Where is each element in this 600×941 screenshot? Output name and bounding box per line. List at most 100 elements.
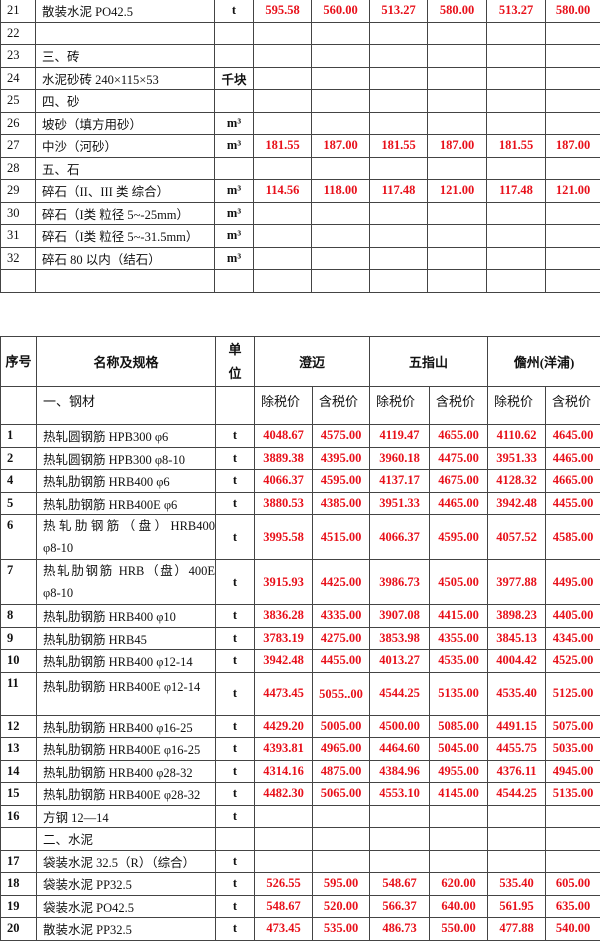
price-tax-included: 5075.00	[546, 715, 600, 738]
price-pre-tax	[254, 67, 312, 90]
row-number: 32	[1, 247, 36, 270]
item-name: 热轧肋钢筋 HRB400E φ6	[37, 492, 216, 515]
price-pre-tax	[254, 225, 312, 248]
unit: t	[216, 650, 255, 673]
unit: t	[216, 918, 255, 941]
price-pre-tax: 4482.30	[255, 783, 313, 806]
item-name: 热轧肋钢筋 HRB400 φ28-32	[37, 760, 216, 783]
price-pre-tax: 4128.32	[488, 470, 546, 493]
row-number: 27	[1, 135, 36, 158]
unit: t	[216, 895, 255, 918]
price-pre-tax: 3880.53	[255, 492, 313, 515]
unit	[215, 90, 254, 113]
price-tax-included	[428, 202, 487, 225]
price-tax-included	[546, 202, 600, 225]
price-pre-tax: 4048.67	[255, 425, 313, 448]
price-pre-tax	[487, 202, 546, 225]
price-pre-tax: 181.55	[254, 135, 312, 158]
item-name: 中沙（河砂）	[36, 135, 215, 158]
price-pre-tax: 4429.20	[255, 715, 313, 738]
unit: t	[216, 560, 255, 605]
row-number: 18	[1, 873, 37, 896]
price-pre-tax	[487, 112, 546, 135]
price-tax-included: 4525.00	[546, 650, 600, 673]
row-number: 22	[1, 22, 36, 45]
row-number: 1	[1, 425, 37, 448]
price-pre-tax	[487, 67, 546, 90]
price-pre-tax: 473.45	[255, 918, 313, 941]
price-pre-tax: 4500.00	[370, 715, 430, 738]
price-tax-included	[312, 67, 370, 90]
item-name: 四、砂	[36, 90, 215, 113]
item-name	[36, 22, 215, 45]
price-pre-tax: 4464.60	[370, 738, 430, 761]
price-pre-tax: 117.48	[487, 180, 546, 203]
price-pre-tax: 4057.52	[488, 515, 546, 560]
row-number: 21	[1, 0, 36, 22]
price-pre-tax	[487, 90, 546, 113]
unit: m³	[215, 247, 254, 270]
price-tax-included	[428, 112, 487, 135]
price-pre-tax: 4376.11	[488, 760, 546, 783]
price-pre-tax	[487, 157, 546, 180]
price-pre-tax	[370, 112, 428, 135]
item-name: 热 轧 肋 钢 筋 （ 盘 ） HRB400 φ8-10	[37, 515, 216, 560]
price-tax-included	[312, 22, 370, 45]
price-tax-included: 4405.00	[546, 605, 600, 628]
header-row: 序号 名称及规格 单位 澄迈 五指山 儋州(洋浦)	[1, 337, 600, 387]
item-name: 碎石（I类 粒径 5~-31.5mm）	[36, 225, 215, 248]
item-name: 热轧肋钢筋 HRB400 φ6	[37, 470, 216, 493]
price-pre-tax: 595.58	[254, 0, 312, 22]
price-tax-included	[546, 225, 600, 248]
price-pre-tax: 3951.33	[488, 447, 546, 470]
price-table: 序号 名称及规格 单位 澄迈 五指山 儋州(洋浦) 一、钢材 除税价 含税价 除…	[0, 336, 600, 941]
label-tax-incl: 含税价	[313, 387, 370, 425]
item-name: 热轧肋钢筋 HRB400 φ10	[37, 605, 216, 628]
price-tax-included: 4425.00	[313, 560, 370, 605]
price-pre-tax	[370, 247, 428, 270]
price-tax-included	[428, 247, 487, 270]
unit: t	[216, 672, 255, 715]
row-number	[1, 828, 37, 851]
item-name: 二、水泥	[37, 828, 216, 851]
price-tax-included: 4415.00	[430, 605, 488, 628]
price-pre-tax: 477.88	[488, 918, 546, 941]
price-pre-tax: 3960.18	[370, 447, 430, 470]
price-tax-included: 4495.00	[546, 560, 600, 605]
row-number: 6	[1, 515, 37, 560]
price-pre-tax: 3907.08	[370, 605, 430, 628]
price-tax-included: 4455.00	[546, 492, 600, 515]
price-tax-included: 640.00	[430, 895, 488, 918]
price-pre-tax: 4553.10	[370, 783, 430, 806]
price-pre-tax: 3889.38	[255, 447, 313, 470]
row-number: 10	[1, 650, 37, 673]
price-pre-tax: 4491.15	[488, 715, 546, 738]
price-tax-included: 5135.00	[430, 672, 488, 715]
item-name: 袋装水泥 PO42.5	[37, 895, 216, 918]
price-tax-included: 4465.00	[430, 492, 488, 515]
row-number: 12	[1, 715, 37, 738]
price-pre-tax	[370, 67, 428, 90]
price-pre-tax: 4110.62	[488, 425, 546, 448]
price-tax-included	[546, 112, 600, 135]
price-tax-included	[546, 157, 600, 180]
price-tax-included: 550.00	[430, 918, 488, 941]
row-number: 29	[1, 180, 36, 203]
price-tax-included: 4575.00	[313, 425, 370, 448]
price-pre-tax	[370, 850, 430, 873]
price-tax-included	[546, 67, 600, 90]
price-tax-included: 4875.00	[313, 760, 370, 783]
price-pre-tax: 4544.25	[370, 672, 430, 715]
price-pre-tax: 3942.48	[488, 492, 546, 515]
price-tax-included: 580.00	[546, 0, 600, 22]
price-tax-included: 5065.00	[313, 783, 370, 806]
price-pre-tax	[370, 828, 430, 851]
price-tax-included: 4355.00	[430, 627, 488, 650]
